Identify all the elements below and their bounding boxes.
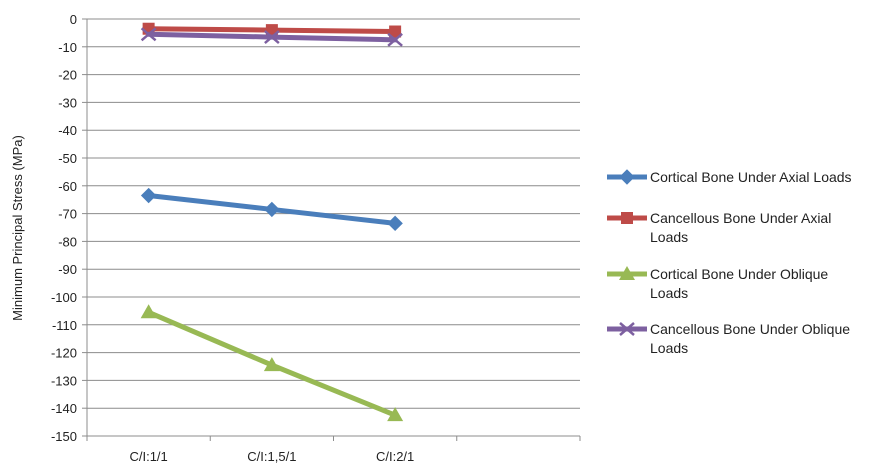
data-point — [140, 187, 157, 204]
series-4 — [140, 27, 403, 47]
data-point — [263, 357, 280, 372]
y-tick-label: 0 — [70, 12, 77, 27]
y-tick-label: -110 — [52, 318, 77, 333]
y-tick-label: -140 — [51, 401, 77, 416]
data-point — [140, 304, 157, 319]
x-axis-ticks: C/I:1/1 C/I:1,5/1 C/I:2/1 — [129, 449, 414, 464]
y-tick-label: -150 — [51, 429, 77, 444]
legend-marker — [619, 266, 635, 280]
data-point — [387, 32, 403, 47]
y-tick-label: -50 — [58, 151, 77, 166]
legend-item: Cancellous Bone Under Oblique Loads — [607, 321, 850, 356]
y-tick-label: -40 — [58, 123, 77, 138]
legend-label: Cancellous Bone Under Oblique Loads — [650, 321, 850, 356]
y-axis-label: Minimum Principal Stress (MPa) — [10, 135, 25, 321]
legend-label: Cancellous Bone Under Axial Loads — [650, 210, 831, 245]
y-tick-label: -10 — [58, 40, 77, 55]
axes — [82, 18, 581, 441]
legend-marker — [619, 169, 635, 185]
y-tick-label: -70 — [58, 207, 77, 222]
data-point — [387, 407, 404, 422]
series-3 — [140, 304, 404, 422]
data-point — [264, 201, 280, 218]
y-tick-label: -90 — [58, 262, 77, 277]
y-tick-label: -130 — [51, 373, 77, 388]
data-point — [264, 30, 280, 45]
series-lines — [140, 22, 404, 422]
data-point — [389, 25, 402, 38]
y-tick-label: -100 — [51, 290, 77, 305]
legend-label: Cortical Bone Under Oblique Loads — [650, 266, 828, 301]
series-1 — [140, 187, 403, 232]
gridlines — [87, 18, 580, 409]
legend: Cortical Bone Under Axial Loads Cancellou… — [607, 169, 852, 356]
x-tick-label: C/I:2/1 — [376, 449, 414, 464]
legend-marker — [621, 212, 633, 224]
legend-marker — [619, 322, 635, 336]
y-tick-label: -20 — [58, 68, 77, 83]
legend-item: Cortical Bone Under Oblique Loads — [607, 266, 828, 301]
y-tick-label: -120 — [51, 346, 77, 361]
legend-item: Cortical Bone Under Axial Loads — [607, 169, 852, 185]
data-point — [140, 27, 157, 42]
y-axis-ticks: 0 -10 -20 -30 -40 -50 -60 -70 -80 -90 -100 -110 -120… — [51, 12, 77, 444]
y-tick-label: -80 — [58, 234, 77, 249]
y-tick-label: -30 — [58, 95, 77, 110]
y-tick-label: -60 — [58, 179, 77, 194]
legend-item: Cancellous Bone Under Axial Loads — [607, 210, 831, 245]
data-point — [387, 215, 403, 232]
x-tick-label: C/I:1/1 — [129, 449, 167, 464]
x-tick-label: C/I:1,5/1 — [247, 449, 296, 464]
legend-label: Cortical Bone Under Axial Loads — [650, 169, 852, 185]
